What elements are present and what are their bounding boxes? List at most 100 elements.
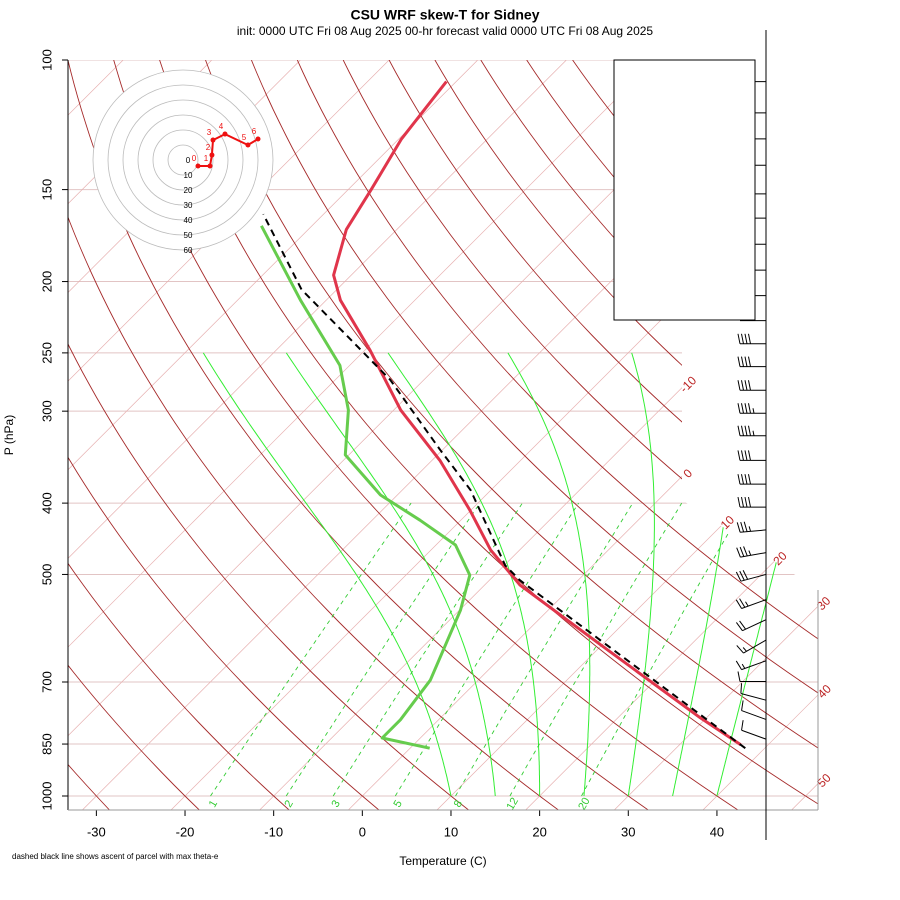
barb-feather bbox=[744, 356, 748, 367]
hodograph-point bbox=[195, 163, 201, 169]
wind-barb bbox=[735, 569, 767, 582]
wind-barb bbox=[737, 671, 766, 683]
hodograph-point bbox=[222, 131, 228, 137]
x-tick-label: 10 bbox=[444, 824, 458, 839]
wind-barb bbox=[740, 683, 767, 701]
profile-line bbox=[262, 213, 746, 750]
barb-feather bbox=[739, 570, 745, 581]
hodograph-height-label: 6 bbox=[252, 127, 257, 136]
y-tick-label: 250 bbox=[39, 342, 54, 364]
x-tick-label: 20 bbox=[532, 824, 546, 839]
hodograph-ring-label: 10 bbox=[184, 171, 193, 180]
barb-feather bbox=[735, 599, 742, 609]
x-tick-label: 40 bbox=[710, 824, 724, 839]
barb-feather bbox=[744, 403, 748, 414]
barb-feather bbox=[737, 496, 741, 508]
moist-adiabat bbox=[202, 352, 452, 797]
wind-barb bbox=[737, 496, 766, 508]
wind-barb bbox=[737, 425, 766, 437]
barb-shaft bbox=[740, 692, 767, 701]
y-tick-label: 150 bbox=[39, 179, 54, 201]
y-tick-label: 500 bbox=[39, 564, 54, 586]
hodograph-height-label: 2 bbox=[206, 143, 211, 152]
barb-feather bbox=[741, 380, 744, 391]
barb-feather bbox=[735, 660, 742, 670]
y-tick-label: 850 bbox=[39, 733, 54, 755]
hodograph-height-label: 4 bbox=[219, 122, 224, 131]
barb-feather bbox=[744, 450, 748, 461]
wind-barb bbox=[735, 660, 767, 671]
barb-shaft bbox=[743, 639, 767, 654]
hodograph-ring-label: 0 bbox=[186, 156, 191, 165]
isotherm bbox=[525, 60, 818, 810]
isotherm bbox=[68, 60, 479, 810]
wind-barb bbox=[736, 639, 767, 654]
barb-feather bbox=[737, 356, 741, 367]
isotherm bbox=[614, 60, 818, 810]
barb-feather bbox=[735, 571, 742, 582]
barb-shaft bbox=[740, 573, 767, 582]
hodograph-point bbox=[209, 152, 215, 158]
dry-adiabat bbox=[68, 60, 290, 810]
wind-barb bbox=[735, 598, 767, 609]
hodograph-ring bbox=[137, 114, 229, 206]
barb-half bbox=[752, 408, 755, 414]
mixing-ratio-line bbox=[332, 502, 523, 797]
barb-feather bbox=[737, 671, 741, 682]
barb-half bbox=[741, 663, 746, 669]
isotherm bbox=[68, 60, 567, 810]
hodograph-point bbox=[207, 163, 213, 169]
moist-adiabat bbox=[627, 352, 655, 797]
hodograph-ring bbox=[107, 84, 259, 236]
footnote: dashed black line shows ascent of parcel… bbox=[12, 852, 219, 861]
hodograph-ring-label: 50 bbox=[184, 231, 193, 240]
hodograph-ring-label: 20 bbox=[184, 186, 193, 195]
hodograph-ring-label: 60 bbox=[184, 246, 193, 255]
barb-feather bbox=[741, 425, 744, 436]
hodograph-height-label: 3 bbox=[207, 128, 212, 137]
chart-subtitle: init: 0000 UTC Fri 08 Aug 2025 00-hr for… bbox=[237, 24, 654, 38]
barb-shaft bbox=[741, 599, 767, 609]
barb-shaft bbox=[742, 619, 767, 632]
x-tick-label: -20 bbox=[176, 824, 195, 839]
barb-feather bbox=[741, 720, 744, 731]
barb-feather bbox=[741, 450, 744, 461]
hodograph-ring-label: 30 bbox=[184, 201, 193, 210]
mixing-ratio-line bbox=[210, 502, 412, 797]
barb-feather bbox=[737, 333, 741, 344]
barb-feather bbox=[740, 521, 745, 533]
hodograph-ring-label: 40 bbox=[184, 216, 193, 225]
barb-feather bbox=[737, 403, 741, 414]
wind-barb bbox=[736, 521, 767, 533]
barb-feather bbox=[741, 403, 744, 414]
hodograph-height-label: 5 bbox=[242, 133, 247, 142]
isotherm bbox=[68, 60, 213, 810]
barb-feather bbox=[741, 700, 744, 711]
barb-feather bbox=[736, 522, 741, 533]
barb-feather bbox=[748, 425, 751, 436]
barb-half bbox=[742, 647, 747, 652]
x-tick-label: 0 bbox=[359, 824, 366, 839]
moist-adiabat bbox=[387, 352, 541, 796]
mixing-ratio-line bbox=[455, 502, 634, 797]
wind-barb bbox=[736, 546, 767, 558]
wind-barb bbox=[741, 720, 767, 740]
barb-feather bbox=[739, 620, 747, 630]
hodograph-ring bbox=[167, 144, 199, 176]
x-tick-label: -10 bbox=[264, 824, 283, 839]
wind-barb bbox=[737, 333, 766, 345]
isotherm bbox=[68, 60, 656, 810]
barb-feather bbox=[737, 474, 741, 485]
wind-barb bbox=[737, 474, 766, 485]
dry-adiabat bbox=[250, 60, 818, 810]
hodograph-ring bbox=[152, 129, 214, 191]
barb-feather bbox=[748, 356, 751, 367]
barb-half bbox=[745, 601, 749, 607]
barb-feather bbox=[748, 474, 751, 485]
mixing-ratio-label: 12 bbox=[505, 796, 522, 813]
dry-adiabat bbox=[68, 60, 559, 810]
dry-adiabat bbox=[342, 60, 818, 810]
dry-adiabat bbox=[480, 60, 818, 810]
y-tick-label: 100 bbox=[39, 49, 54, 71]
